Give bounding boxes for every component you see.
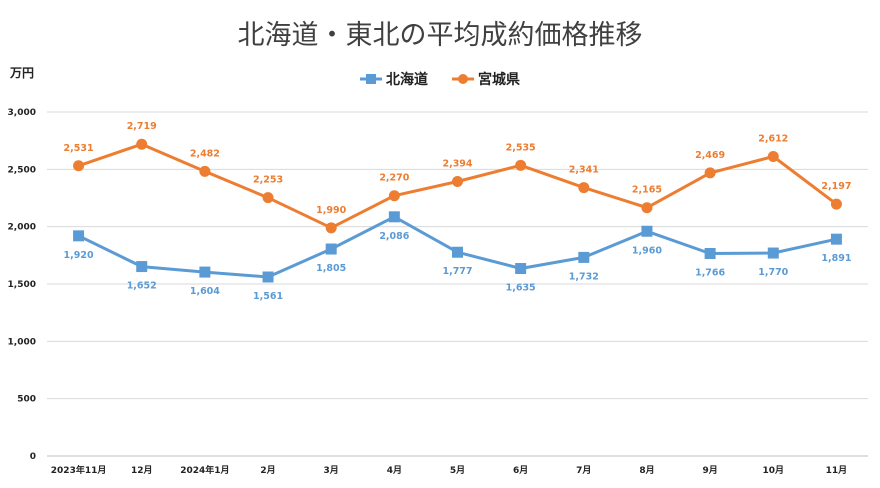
data-point <box>73 230 85 242</box>
data-point <box>452 175 463 187</box>
x-tick-label: 4月 <box>387 465 402 476</box>
data-label: 1,604 <box>190 286 220 297</box>
x-tick-label: 2023年11月 <box>51 464 107 476</box>
data-point <box>704 167 716 179</box>
data-point <box>641 225 653 237</box>
data-point <box>830 198 842 210</box>
x-tick-label: 7月 <box>576 465 591 476</box>
y-tick-label: 2,500 <box>8 165 36 175</box>
y-axis-unit-label: 万円 <box>9 66 34 80</box>
data-label: 2,253 <box>253 175 283 186</box>
data-point <box>767 247 779 259</box>
legend-item: 北海道 <box>360 71 428 88</box>
x-tick-label: 2月 <box>260 465 275 476</box>
data-label: 2,165 <box>632 185 662 196</box>
data-point <box>641 202 653 214</box>
data-label: 1,777 <box>442 266 472 277</box>
y-tick-label: 500 <box>17 395 36 405</box>
data-point <box>830 233 842 245</box>
legend-label: 北海道 <box>386 71 428 88</box>
y-tick-label: 0 <box>30 452 36 462</box>
data-label: 2,197 <box>821 181 851 192</box>
x-tick-label: 10月 <box>763 465 785 476</box>
y-tick-label: 1,000 <box>8 337 36 347</box>
data-point <box>704 247 716 259</box>
series-miyagi: 2,531 2,719 2,482 2,253 1,990 2,270 2,394 2,535… <box>64 121 851 234</box>
y-tick-label: 1,500 <box>8 280 36 290</box>
data-point <box>388 211 400 223</box>
data-point <box>136 138 148 150</box>
legend-item: 宮城県 <box>452 71 520 88</box>
data-point <box>262 271 274 283</box>
data-label: 2,394 <box>442 158 472 169</box>
x-tick-label: 6月 <box>513 465 528 476</box>
data-point <box>199 165 211 177</box>
data-label: 1,891 <box>821 253 851 264</box>
y-axis-ticks: 0 500 1,000 1,500 2,000 2,500 3,000 <box>8 108 36 462</box>
data-point <box>199 266 211 278</box>
data-label: 2,482 <box>190 148 220 159</box>
data-point <box>578 251 590 263</box>
x-tick-label: 2024年1月 <box>180 464 229 476</box>
legend: 北海道 宮城県 <box>360 71 520 88</box>
chart-title: 北海道・東北の平均成約価格推移 <box>238 20 643 51</box>
data-label: 1,770 <box>758 267 788 278</box>
data-point <box>515 263 527 275</box>
y-tick-label: 2,000 <box>8 223 36 233</box>
x-tick-label: 5月 <box>450 465 465 476</box>
legend-label: 宮城県 <box>478 71 520 88</box>
data-point <box>515 159 527 171</box>
data-label: 1,732 <box>569 271 599 282</box>
y-tick-label: 3,000 <box>8 108 36 118</box>
data-label: 2,719 <box>127 121 157 132</box>
data-point <box>388 190 400 202</box>
data-label: 2,612 <box>758 133 788 144</box>
x-axis-ticks: 2023年11月 12月 2024年1月 2月 3月 4月 5月 6月 7月 8月 9月 10月 11月 <box>51 464 847 476</box>
data-point <box>325 243 337 255</box>
data-label: 1,766 <box>695 267 725 278</box>
x-tick-label: 8月 <box>639 465 654 476</box>
x-tick-label: 12月 <box>131 465 153 476</box>
data-label: 1,561 <box>253 291 283 302</box>
data-label: 2,531 <box>64 143 94 154</box>
data-label: 1,960 <box>632 245 662 256</box>
data-point <box>452 246 463 258</box>
data-label: 1,990 <box>316 205 346 216</box>
series-group: 1,920 1,652 1,604 1,561 1,805 2,086 1,777 1,635… <box>64 121 852 302</box>
x-tick-label: 3月 <box>324 465 339 476</box>
data-point <box>325 222 337 234</box>
legend-circle-marker <box>458 74 468 84</box>
data-label: 2,341 <box>569 165 599 176</box>
gridlines <box>47 111 868 457</box>
data-point <box>262 192 274 204</box>
data-label: 1,805 <box>316 263 346 274</box>
x-tick-label: 11月 <box>826 465 848 476</box>
series-hokkaido: 1,920 1,652 1,604 1,561 1,805 2,086 1,777 1,635… <box>64 211 851 302</box>
data-label: 1,920 <box>64 250 94 261</box>
data-point <box>73 160 85 172</box>
data-point <box>767 150 779 162</box>
data-label: 2,270 <box>379 173 409 184</box>
data-label: 1,652 <box>127 281 157 292</box>
data-label: 2,086 <box>379 231 409 242</box>
data-label: 2,469 <box>695 150 725 161</box>
data-point <box>578 182 590 194</box>
data-label: 2,535 <box>506 142 536 153</box>
data-label: 1,635 <box>506 283 536 294</box>
x-tick-label: 9月 <box>702 465 717 476</box>
legend-square-marker <box>366 74 376 84</box>
data-point <box>136 261 148 273</box>
